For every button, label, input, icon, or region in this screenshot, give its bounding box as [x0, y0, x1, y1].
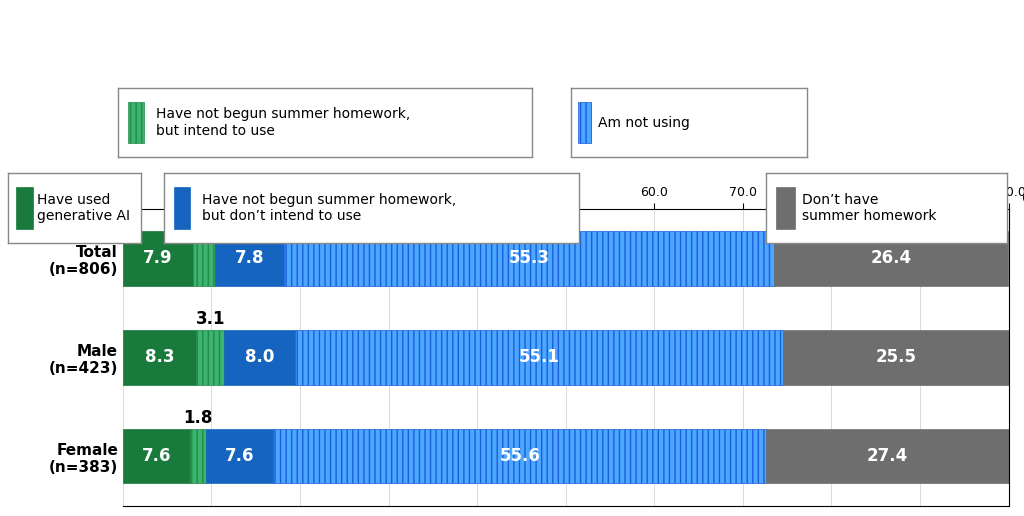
Text: Have not begun summer homework,
but intend to use: Have not begun summer homework, but inte… — [157, 107, 411, 138]
Text: Don’t have
summer homework: Don’t have summer homework — [802, 192, 937, 223]
Text: (%): (%) — [1022, 192, 1024, 202]
Text: 55.1: 55.1 — [518, 348, 559, 366]
Text: 7.6: 7.6 — [225, 447, 255, 465]
Bar — [273, 429, 766, 483]
Text: 7.9: 7.9 — [143, 249, 173, 267]
Bar — [224, 330, 295, 384]
Bar — [579, 102, 592, 143]
Bar — [174, 187, 190, 229]
Text: 3.1: 3.1 — [196, 310, 225, 328]
Text: Have used
generative AI: Have used generative AI — [38, 192, 130, 223]
Bar — [295, 330, 782, 384]
Bar — [775, 187, 795, 229]
Bar — [16, 187, 34, 229]
Text: 55.6: 55.6 — [500, 447, 540, 465]
Bar — [123, 429, 190, 483]
Bar — [128, 102, 144, 143]
Bar — [782, 330, 1009, 384]
Text: 8.0: 8.0 — [245, 348, 274, 366]
Bar — [215, 231, 284, 286]
Text: 8.3: 8.3 — [144, 348, 174, 366]
Text: 7.6: 7.6 — [141, 447, 171, 465]
Text: 1.8: 1.8 — [183, 409, 213, 427]
Bar — [206, 429, 273, 483]
Bar — [123, 330, 197, 384]
Bar — [193, 231, 215, 286]
Bar — [284, 231, 774, 286]
Bar — [774, 231, 1008, 286]
Text: 2.5: 2.5 — [189, 211, 219, 229]
Text: 26.4: 26.4 — [870, 249, 911, 267]
Bar — [197, 330, 224, 384]
Text: Am not using: Am not using — [598, 116, 690, 130]
Text: 25.5: 25.5 — [876, 348, 916, 366]
Text: 55.3: 55.3 — [509, 249, 550, 267]
Bar — [766, 429, 1009, 483]
Text: 7.8: 7.8 — [234, 249, 264, 267]
Bar — [190, 429, 206, 483]
Text: 27.4: 27.4 — [866, 447, 908, 465]
Text: Have not begun summer homework,
but don’t intend to use: Have not begun summer homework, but don’… — [203, 192, 457, 223]
Bar — [123, 231, 193, 286]
